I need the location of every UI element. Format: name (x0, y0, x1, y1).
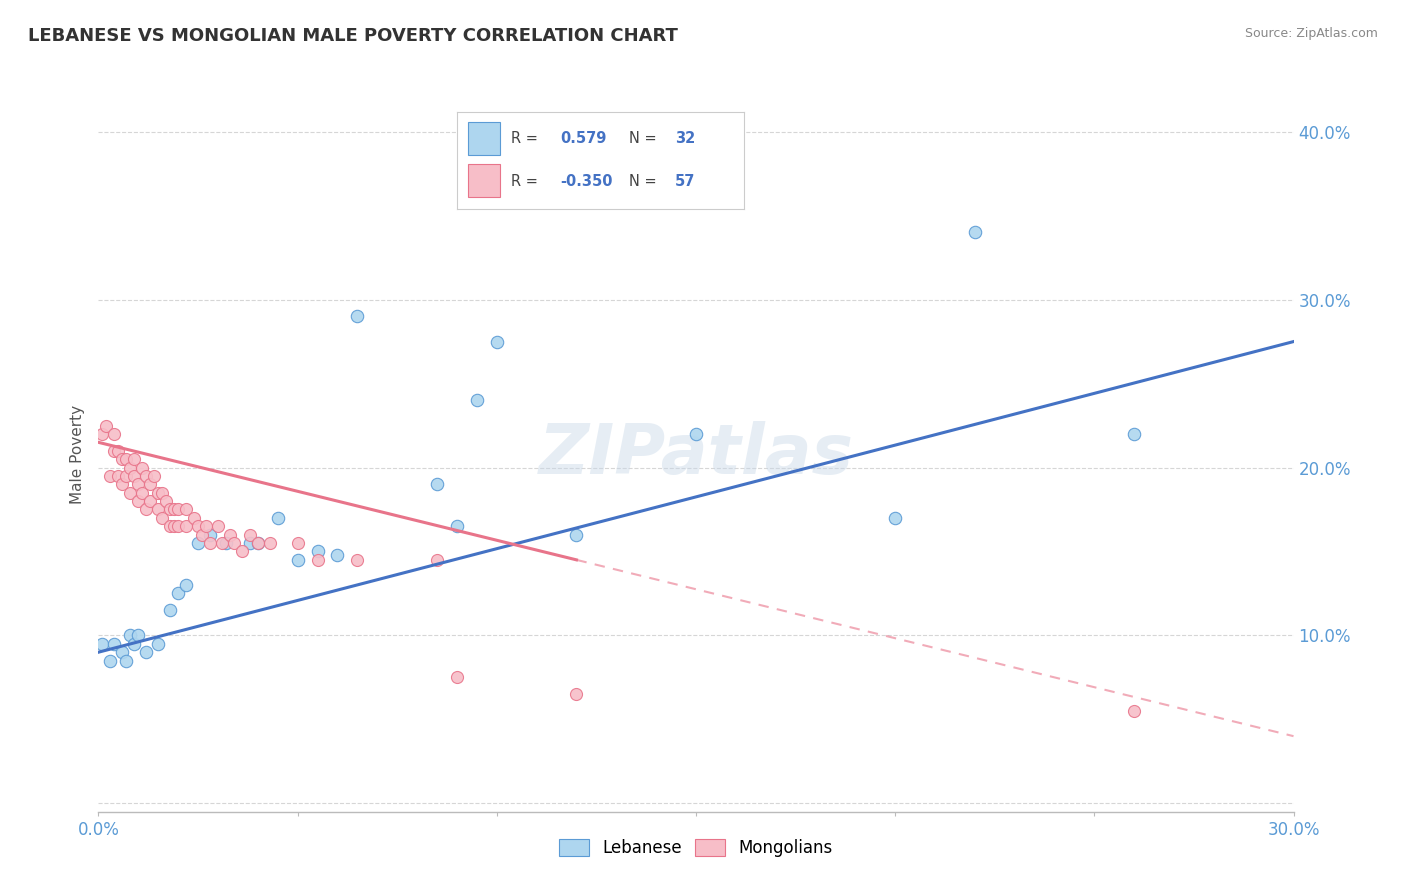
Point (565, 687, 588, 701)
Point (159, 603, 181, 617)
Point (287, 536, 309, 550)
Point (326, 548, 349, 562)
Point (174, 578, 197, 592)
Point (287, 553, 309, 567)
Point (107, 469, 129, 483)
Point (1123, 704, 1146, 718)
Point (115, 654, 138, 668)
Point (426, 477, 449, 491)
Point (135, 502, 157, 516)
Point (246, 536, 269, 550)
Point (135, 645, 157, 659)
Point (346, 553, 368, 567)
Point (111, 477, 134, 491)
Point (167, 586, 190, 600)
Point (163, 502, 186, 516)
Point (124, 452, 146, 467)
Point (91, 637, 114, 651)
Point (215, 536, 238, 550)
Legend: Lebanese, Mongolians: Lebanese, Mongolians (553, 832, 839, 864)
Point (91, 426, 114, 441)
Point (307, 544, 329, 558)
Point (120, 485, 142, 500)
Point (167, 519, 190, 533)
Point (167, 502, 190, 516)
Point (239, 527, 262, 541)
Point (127, 628, 149, 642)
Point (346, 310, 368, 324)
Point (163, 519, 186, 533)
Text: ZIPatlas: ZIPatlas (538, 421, 853, 489)
Point (565, 527, 588, 541)
Point (150, 485, 173, 500)
Point (884, 511, 907, 525)
Point (187, 519, 209, 533)
Point (174, 502, 197, 516)
Point (115, 452, 138, 467)
Point (148, 485, 170, 500)
Point (195, 519, 218, 533)
Point (485, 334, 508, 349)
Point (155, 494, 177, 508)
Point (127, 477, 149, 491)
Point (174, 519, 197, 533)
Point (211, 536, 233, 550)
Point (183, 511, 205, 525)
Point (446, 670, 468, 684)
Point (159, 519, 181, 533)
Point (107, 443, 129, 458)
Point (100, 654, 122, 668)
Point (239, 536, 262, 550)
Point (1123, 426, 1146, 441)
Text: Source: ZipAtlas.com: Source: ZipAtlas.com (1244, 27, 1378, 40)
Point (103, 443, 125, 458)
Point (465, 393, 488, 408)
Point (111, 452, 134, 467)
Point (139, 494, 162, 508)
Point (446, 519, 468, 533)
Point (685, 426, 707, 441)
Point (96, 418, 118, 433)
Point (259, 536, 281, 550)
Point (120, 628, 142, 642)
Point (219, 527, 242, 541)
Point (198, 527, 221, 541)
Point (150, 511, 173, 525)
Point (148, 502, 170, 516)
Point (120, 460, 142, 475)
Point (143, 469, 166, 483)
Point (148, 637, 170, 651)
Point (100, 469, 122, 483)
Point (307, 553, 329, 567)
Point (198, 536, 221, 550)
Point (246, 536, 269, 550)
Point (426, 553, 449, 567)
Point (267, 511, 290, 525)
Point (139, 477, 162, 491)
Point (127, 494, 149, 508)
Point (963, 226, 986, 240)
Point (124, 637, 146, 651)
Point (115, 469, 138, 483)
Point (187, 536, 209, 550)
Point (222, 536, 245, 550)
Point (231, 544, 253, 558)
Point (103, 426, 125, 441)
Point (111, 645, 134, 659)
Point (103, 637, 125, 651)
Text: LEBANESE VS MONGOLIAN MALE POVERTY CORRELATION CHART: LEBANESE VS MONGOLIAN MALE POVERTY CORRE… (28, 27, 678, 45)
Point (207, 519, 229, 533)
Point (131, 460, 153, 475)
Y-axis label: Male Poverty: Male Poverty (70, 405, 86, 505)
Point (124, 469, 146, 483)
Point (131, 485, 153, 500)
Point (191, 527, 214, 541)
Point (159, 502, 181, 516)
Point (135, 469, 157, 483)
